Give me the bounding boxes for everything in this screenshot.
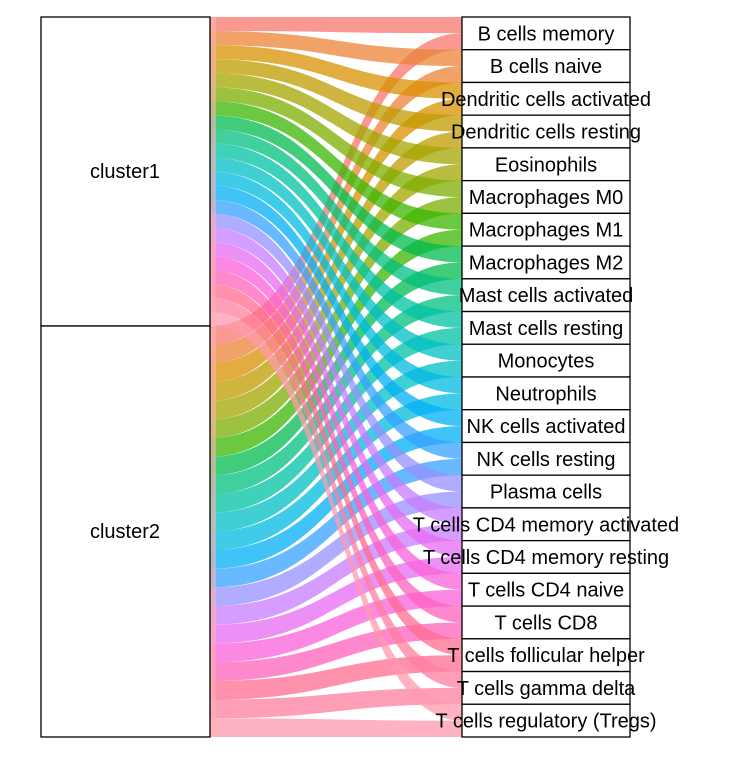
stratum-label-cluster2: cluster2 (90, 521, 160, 543)
flow-cluster1-macrophages-m0 (210, 87, 462, 197)
stratum-label-mast-cells-activated: Mast cells activated (459, 285, 634, 307)
stratum-label-cluster1: cluster1 (90, 161, 160, 183)
stratum-label-plasma-cells: Plasma cells (490, 482, 602, 504)
stratum-box-nk-cells-activated (461, 409, 631, 444)
left-axis-edge (210, 17, 216, 737)
stratum-box-macrophages-m2 (461, 245, 631, 280)
stratum-label-nk-cells-activated: NK cells activated (467, 416, 626, 438)
stratum-label-neutrophils: Neutrophils (495, 383, 596, 405)
stratum-label-monocytes: Monocytes (498, 351, 595, 373)
stratum-label-t-cells-cd4-memory-activated: T cells CD4 memory activated (413, 514, 679, 536)
stratum-box-t-cells-gamma-delta (461, 670, 631, 705)
flow-cluster1-t-cells-cd4-memory-resting (210, 241, 462, 557)
stratum-box-t-cells-cd4-naive (461, 572, 631, 607)
flow-cluster1-mast-cells-resting (210, 143, 462, 328)
stratum-box-t-cells-cd4-memory-activated (461, 507, 631, 542)
flow-cluster1-nk-cells-activated (210, 185, 462, 427)
flow-cluster2-dendritic-cells-resting (210, 131, 462, 401)
flow-cluster2-plasma-cells (210, 491, 462, 607)
flow-cluster1-mast-cells-activated (210, 129, 462, 296)
left-axis-strata: cluster1 cluster2 (40, 16, 211, 738)
flow-cluster1-nk-cells-resting (210, 199, 462, 459)
flow-cluster1-eosinophils (210, 73, 462, 165)
flow-cluster1-macrophages-m1 (210, 101, 462, 230)
stratum-label-dendritic-cells-resting: Dendritic cells resting (451, 122, 641, 144)
stratum-label-eosinophils: Eosinophils (495, 154, 597, 176)
stratum-label-t-cells-cd4-naive: T cells CD4 naive (468, 580, 624, 602)
stratum-label-t-cells-follicular-helper: T cells follicular helper (447, 645, 645, 667)
stratum-label-t-cells-gamma-delta: T cells gamma delta (457, 678, 636, 700)
stratum-label-macrophages-m2: Macrophages M2 (469, 252, 624, 274)
stratum-label-b-cells-naive: B cells naive (490, 56, 602, 78)
flow-cluster1-neutrophils (210, 171, 462, 394)
flow-cluster1-t-cells-regulatory-tregs (210, 311, 462, 721)
flow-cluster2-macrophages-m1 (210, 229, 462, 457)
stratum-box-eosinophils (461, 147, 631, 182)
flow-cluster2-t-cells-gamma-delta (210, 687, 462, 719)
flow-layer (210, 17, 462, 737)
stratum-label-mast-cells-resting: Mast cells resting (469, 318, 624, 340)
stratum-box-cluster2 (40, 325, 211, 738)
flow-cluster1-b-cells-memory (210, 17, 462, 34)
stratum-box-t-cells-regulatory-tregs (461, 703, 631, 738)
stratum-label-t-cells-cd4-memory-resting: T cells CD4 memory resting (423, 547, 669, 569)
stratum-box-neutrophils (461, 376, 631, 411)
stratum-box-dendritic-cells-resting (461, 114, 631, 149)
right-axis-strata (461, 16, 631, 738)
stratum-label-macrophages-m1: Macrophages M1 (469, 220, 624, 242)
flow-cluster1-monocytes (210, 157, 462, 361)
stratum-label-nk-cells-resting: NK cells resting (477, 449, 616, 471)
stratum-label-macrophages-m0: Macrophages M0 (469, 187, 624, 209)
flow-cluster1-t-cells-gamma-delta (210, 297, 462, 688)
stratum-label-t-cells-cd8: T cells CD8 (495, 612, 598, 634)
stratum-box-macrophages-m0 (461, 179, 631, 215)
stratum-box-macrophages-m1 (461, 212, 631, 247)
flow-cluster2-eosinophils (210, 164, 462, 420)
stratum-box-cluster1 (40, 16, 211, 327)
flow-cluster1-dendritic-cells-activated (210, 45, 462, 99)
flow-cluster1-b-cells-naive (210, 31, 462, 67)
flow-cluster1-t-cells-follicular-helper (210, 283, 462, 656)
stratum-box-t-cells-follicular-helper (461, 638, 631, 673)
flow-cluster1-dendritic-cells-resting (210, 59, 462, 132)
flow-cluster1-t-cells-cd8 (210, 269, 462, 623)
stratum-box-dendritic-cells-activated (461, 81, 631, 116)
stratum-label-t-cells-regulatory-tregs: T cells regulatory (Tregs) (435, 711, 656, 733)
flow-cluster2-macrophages-m0 (210, 197, 462, 439)
flow-cluster1-t-cells-cd4-memory-activated (210, 227, 462, 525)
flow-cluster1-t-cells-cd4-naive (210, 255, 462, 590)
stratum-box-plasma-cells (461, 474, 631, 509)
flow-cluster1-plasma-cells (210, 213, 462, 492)
flow-cluster2-t-cells-regulatory-tregs (210, 718, 462, 737)
stratum-label-b-cells-memory: B cells memory (478, 23, 615, 45)
stratum-label-dendritic-cells-activated: Dendritic cells activated (441, 89, 651, 111)
stratum-box-nk-cells-resting (461, 441, 631, 476)
stratum-box-t-cells-cd8 (461, 605, 631, 640)
right-axis-labels: B cells memory B cells naive Dendritic cel… (413, 23, 679, 732)
flow-cluster1-macrophages-m2 (210, 115, 462, 263)
